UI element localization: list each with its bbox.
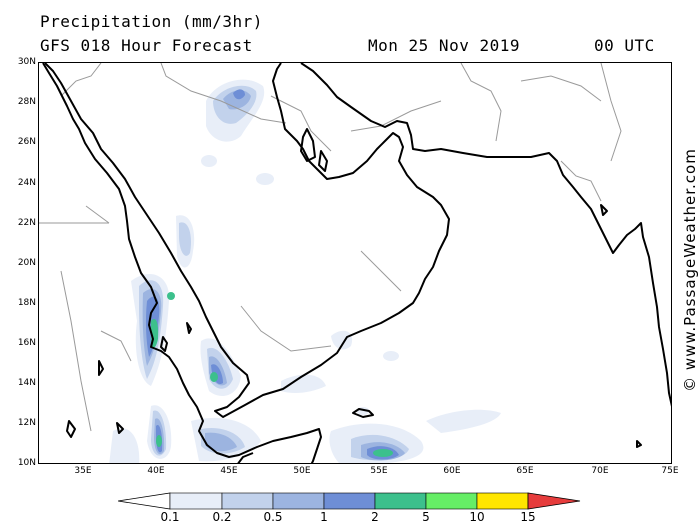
lat-label-22n: 22N bbox=[17, 218, 36, 228]
lat-label-16n: 16N bbox=[17, 338, 36, 348]
lon-label-50e: 50E bbox=[293, 466, 311, 476]
legend-label-1: 1 bbox=[320, 510, 328, 524]
legend-colorbar bbox=[118, 492, 581, 510]
coastlines bbox=[42, 63, 671, 463]
lat-label-14n: 14N bbox=[17, 378, 36, 388]
forecast-time: 00 UTC bbox=[594, 36, 655, 55]
precip-0-5-areas bbox=[142, 90, 405, 461]
legend-swatch-6 bbox=[476, 492, 529, 510]
legend-swatch-0 bbox=[169, 492, 223, 510]
lat-label-12n: 12N bbox=[17, 418, 36, 428]
lon-label-60e: 60E bbox=[443, 466, 461, 476]
lon-label-65e: 65E bbox=[516, 466, 534, 476]
lat-label-18n: 18N bbox=[17, 298, 36, 308]
lon-label-45e: 45E bbox=[220, 466, 238, 476]
forecast-model: GFS 018 Hour Forecast bbox=[40, 36, 253, 55]
legend-swatch-1 bbox=[221, 492, 274, 510]
lon-label-35e: 35E bbox=[74, 466, 92, 476]
precip-0-1-areas bbox=[109, 79, 501, 463]
legend-label-0-2: 0.2 bbox=[212, 510, 232, 524]
legend-label-10: 10 bbox=[469, 510, 485, 524]
lon-label-75e: 75E bbox=[661, 466, 679, 476]
forecast-date: Mon 25 Nov 2019 bbox=[368, 36, 520, 55]
legend-label-0-5: 0.5 bbox=[263, 510, 283, 524]
legend-low-arrow bbox=[118, 492, 171, 510]
lon-label-55e: 55E bbox=[370, 466, 388, 476]
lat-label-20n: 20N bbox=[17, 258, 36, 268]
lat-label-28n: 28N bbox=[17, 97, 36, 107]
legend-swatch-5 bbox=[425, 492, 478, 510]
lat-label-10n: 10N bbox=[17, 458, 36, 468]
lon-label-70e: 70E bbox=[591, 466, 609, 476]
legend-swatch-2 bbox=[272, 492, 325, 510]
legend-label-2: 2 bbox=[371, 510, 379, 524]
precip-0-2-areas bbox=[139, 85, 409, 461]
legend-label-0-1: 0.1 bbox=[160, 510, 180, 524]
credit-text: © www.PassageWeather.com bbox=[681, 148, 699, 392]
legend-high-arrow bbox=[527, 492, 581, 510]
map-canvas bbox=[39, 63, 671, 463]
precipitation-map bbox=[38, 62, 672, 464]
legend-label-5: 5 bbox=[422, 510, 430, 524]
lon-label-40e: 40E bbox=[147, 466, 165, 476]
legend-swatch-3 bbox=[323, 492, 376, 510]
map-title: Precipitation (mm/3hr) bbox=[40, 12, 263, 31]
legend-swatch-4 bbox=[374, 492, 427, 510]
lat-label-30n: 30N bbox=[17, 57, 36, 67]
lat-label-24n: 24N bbox=[17, 178, 36, 188]
political-borders bbox=[39, 63, 622, 432]
lat-label-26n: 26N bbox=[17, 137, 36, 147]
legend-label-15: 15 bbox=[520, 510, 536, 524]
